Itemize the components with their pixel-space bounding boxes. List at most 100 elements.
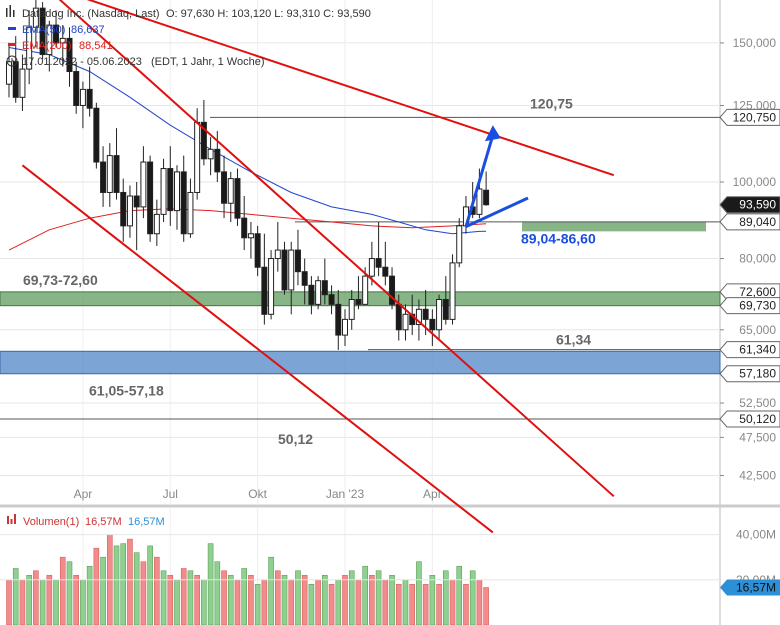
ema50-value: 86,637 — [71, 24, 105, 36]
candle-body — [321, 280, 328, 296]
ema200-label: EMA(200) — [22, 40, 72, 52]
candle-body — [281, 249, 288, 291]
volume-bar — [369, 574, 375, 625]
candle-body — [429, 318, 436, 331]
annotations: 120,75 69,73-72,60 61,34 61,05-57,18 50,… — [23, 95, 596, 447]
time-tick-label: Jan '23 — [326, 487, 365, 501]
candle-body — [133, 195, 140, 208]
candle-body — [194, 121, 201, 193]
candle-body — [86, 88, 93, 109]
zone-label-target: 89,04-86,60 — [521, 230, 596, 246]
level-label-61: 61,34 — [556, 332, 591, 348]
volume-value-2: 16,57M — [128, 516, 165, 528]
price-tag-box — [719, 410, 780, 428]
price-tick-label: 65,000 — [739, 323, 776, 337]
volume-bar — [348, 570, 355, 625]
volume-bar — [281, 574, 288, 625]
volume-bar — [382, 579, 389, 625]
volume-bar — [201, 579, 207, 625]
arrow-head — [484, 125, 501, 142]
candle-body — [187, 191, 194, 235]
volume-bar — [160, 570, 167, 625]
candle-body — [39, 7, 46, 56]
volume-bar — [194, 574, 200, 625]
volume-header: Volumen(1) 16,57M 16,57M — [7, 514, 165, 528]
volume-tag-label: 16,57M — [736, 581, 776, 595]
target-zone-green — [522, 221, 706, 232]
price-tag-box — [719, 108, 780, 126]
candle-body — [449, 262, 456, 320]
volume-bar — [389, 574, 395, 625]
volume-tick-label: 40,00M — [736, 528, 776, 542]
volume-tag-box — [720, 579, 780, 596]
candle-body — [120, 191, 127, 227]
candle-body — [113, 155, 120, 193]
candle-body — [160, 168, 167, 215]
candles — [6, 0, 490, 350]
candle-body — [100, 161, 107, 193]
volume-bar — [375, 570, 382, 625]
volume-bar — [476, 579, 483, 625]
zone-label-69-72: 69,73-72,60 — [23, 272, 98, 288]
candle-body — [456, 225, 463, 264]
volume-bar — [308, 584, 315, 625]
volume-bar — [422, 584, 429, 625]
candle-body — [335, 303, 342, 336]
candle-body — [294, 249, 301, 273]
price-tag-box — [719, 213, 780, 231]
chart-header: Datadog Inc. (Nasdaq, Last) O: 97,630 H:… — [6, 5, 371, 68]
price-tag-box — [719, 297, 780, 315]
volume-bar — [402, 579, 409, 625]
candle-body — [93, 107, 100, 163]
trendline-0 — [21, 164, 494, 534]
volume-bar — [140, 561, 147, 625]
candle-body — [382, 266, 389, 277]
volume-bar — [436, 584, 442, 625]
trendline-1 — [58, 0, 615, 498]
volume-bar — [66, 561, 73, 625]
ema200-swatch — [8, 43, 16, 46]
candle-body — [227, 178, 234, 204]
candle-body — [79, 88, 86, 106]
price-tag-box — [719, 365, 780, 383]
volume-bar — [221, 570, 227, 625]
candle-body — [174, 171, 180, 212]
clock-icon — [6, 55, 18, 67]
volume-bar — [154, 556, 160, 625]
candle-body — [315, 280, 322, 305]
ema50-label: EMA(50) — [22, 24, 65, 36]
volume-bar — [469, 570, 476, 625]
volume-bar — [120, 543, 127, 625]
volume-bar — [26, 574, 32, 625]
time-tick-label: Jul — [163, 487, 178, 501]
candle-body — [200, 121, 207, 160]
zones — [0, 221, 721, 375]
volume-bar — [214, 561, 221, 625]
volume-bar — [93, 547, 100, 625]
volume-bar — [147, 545, 153, 625]
price-tick-label: 100,000 — [733, 175, 777, 189]
price-tag-label: 57,180 — [739, 367, 776, 381]
candle-body — [140, 161, 147, 208]
instrument-title: Datadog Inc. (Nasdaq, Last) — [22, 8, 160, 20]
price-tag-label: 93,590 — [739, 198, 776, 212]
volume-bar — [113, 545, 120, 625]
volume-bar — [248, 574, 254, 625]
volume-bar — [409, 584, 416, 625]
time-axis: Apr Jul Okt Jan '23 Apr — [74, 487, 442, 501]
candle-body — [19, 68, 26, 98]
time-tick-label: Okt — [248, 487, 267, 501]
price-tick-label: 47,500 — [739, 430, 776, 444]
volume-bar — [449, 579, 456, 625]
period-note: (EDT, 1 Jahr, 1 Woche) — [151, 56, 265, 68]
volume-bar — [167, 574, 174, 625]
volume-bar — [395, 584, 402, 625]
volume-bar — [268, 556, 274, 625]
candle-body — [153, 213, 160, 235]
volume-bar — [288, 579, 295, 625]
candle-body — [362, 275, 369, 305]
candle-body — [147, 161, 154, 235]
candle-body — [241, 217, 248, 239]
candle-body — [254, 233, 261, 268]
